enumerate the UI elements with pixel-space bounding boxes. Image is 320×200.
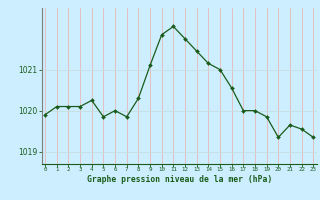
X-axis label: Graphe pression niveau de la mer (hPa): Graphe pression niveau de la mer (hPa) — [87, 175, 272, 184]
